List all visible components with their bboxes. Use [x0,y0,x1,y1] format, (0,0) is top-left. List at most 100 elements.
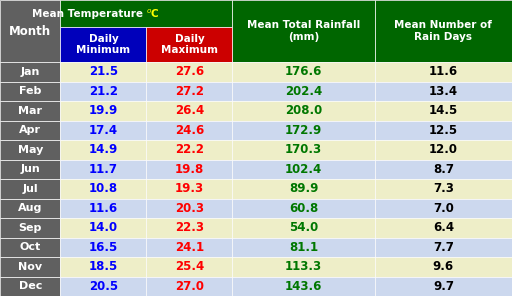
Text: 7.7: 7.7 [433,241,454,254]
Bar [0,179,60,199]
Bar [60,82,146,101]
Text: 89.9: 89.9 [289,182,318,195]
Bar [0,0,60,62]
Text: 27.0: 27.0 [175,280,204,293]
Text: 12.5: 12.5 [429,124,458,137]
Bar [60,237,146,257]
Text: 19.8: 19.8 [175,163,204,176]
Bar [0,101,60,120]
Bar [232,276,375,296]
Bar [60,101,146,120]
Text: Aug: Aug [18,203,42,213]
Text: Sep: Sep [18,223,42,233]
Text: 170.3: 170.3 [285,143,322,156]
Bar [232,82,375,101]
Bar [60,199,146,218]
Bar [146,218,232,237]
Text: 27.6: 27.6 [175,65,204,78]
Bar [232,62,375,82]
Bar [0,276,60,296]
Text: 26.4: 26.4 [175,104,204,118]
Text: 6.4: 6.4 [433,221,454,234]
Bar [146,101,232,120]
Text: 20.3: 20.3 [175,202,204,215]
Text: $^o$C: $^o$C [146,7,160,20]
Text: 8.7: 8.7 [433,163,454,176]
Bar [232,160,375,179]
Text: Jan: Jan [20,67,40,77]
Text: 27.2: 27.2 [175,85,204,98]
Text: 18.5: 18.5 [89,260,118,273]
Bar [375,199,512,218]
Bar [232,101,375,120]
Text: 17.4: 17.4 [89,124,118,137]
Text: 22.3: 22.3 [175,221,204,234]
Bar [0,82,60,101]
Text: Jun: Jun [20,164,40,174]
Bar [375,160,512,179]
Bar [375,120,512,140]
Bar [232,237,375,257]
Text: 176.6: 176.6 [285,65,322,78]
Bar [375,0,512,62]
Text: 19.9: 19.9 [89,104,118,118]
Bar [146,120,232,140]
Bar [232,179,375,199]
Bar [232,257,375,276]
Text: Jul: Jul [23,184,38,194]
Text: Daily
Minimum: Daily Minimum [76,34,131,55]
Text: 172.9: 172.9 [285,124,322,137]
Bar [375,237,512,257]
Bar [375,257,512,276]
Text: 24.6: 24.6 [175,124,204,137]
Bar [60,179,146,199]
Text: Nov: Nov [18,262,42,272]
Text: 14.9: 14.9 [89,143,118,156]
Text: 7.0: 7.0 [433,202,454,215]
Bar [232,218,375,237]
Text: 19.3: 19.3 [175,182,204,195]
Bar [375,101,512,120]
Text: 54.0: 54.0 [289,221,318,234]
Text: 81.1: 81.1 [289,241,318,254]
Bar [60,276,146,296]
Text: 14.5: 14.5 [429,104,458,118]
Bar [146,276,232,296]
Text: Feb: Feb [19,86,41,96]
Bar [232,140,375,160]
Bar [146,140,232,160]
Text: 21.2: 21.2 [89,85,118,98]
Text: 13.4: 13.4 [429,85,458,98]
Bar [146,62,232,82]
Text: 9.6: 9.6 [433,260,454,273]
Bar [232,0,375,62]
Text: 143.6: 143.6 [285,280,322,293]
Bar [0,257,60,276]
Text: Apr: Apr [19,126,41,135]
Bar [146,160,232,179]
Text: 16.5: 16.5 [89,241,118,254]
Bar [0,237,60,257]
Text: Mean Number of
Rain Days: Mean Number of Rain Days [394,20,493,42]
Text: 202.4: 202.4 [285,85,322,98]
Text: 21.5: 21.5 [89,65,118,78]
Text: Mar: Mar [18,106,42,116]
Text: 25.4: 25.4 [175,260,204,273]
Bar [60,160,146,179]
Text: 7.3: 7.3 [433,182,454,195]
Text: 9.7: 9.7 [433,280,454,293]
Text: 11.7: 11.7 [89,163,118,176]
Text: 14.0: 14.0 [89,221,118,234]
Bar [146,82,232,101]
Bar [375,82,512,101]
Bar [0,160,60,179]
Bar [375,276,512,296]
Text: Dec: Dec [18,281,42,291]
Bar [232,120,375,140]
Text: 12.0: 12.0 [429,143,458,156]
Bar [0,199,60,218]
Text: Mean Total Rainfall
(mm): Mean Total Rainfall (mm) [247,20,360,42]
Text: 20.5: 20.5 [89,280,118,293]
Text: Month: Month [9,25,51,38]
Bar [146,199,232,218]
